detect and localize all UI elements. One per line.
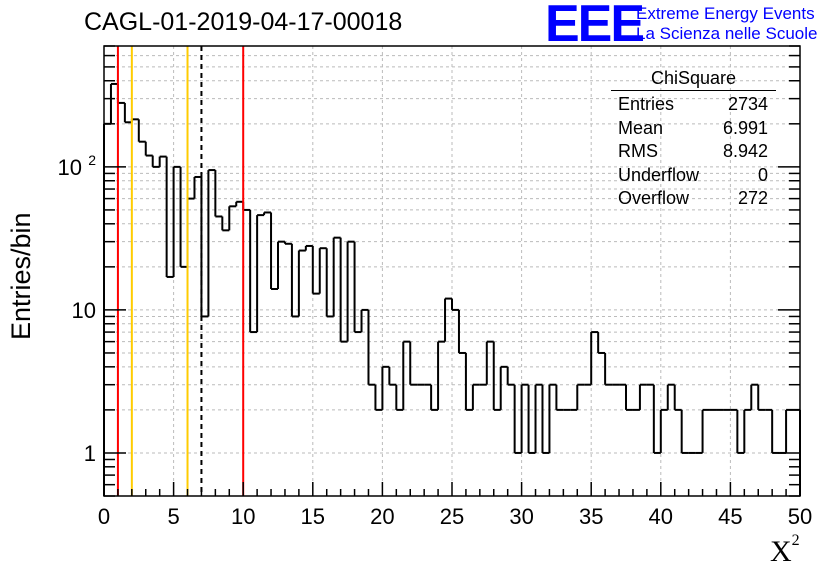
stats-value: 0 xyxy=(757,164,768,185)
x-tick-label: 35 xyxy=(579,504,603,529)
stats-row-underflow: Underflow 0 xyxy=(611,164,776,188)
chart-title: CAGL-01-2019-04-17-00018 xyxy=(84,8,403,36)
y-axis-label: Entries/bin xyxy=(6,212,36,340)
eee-logo: EEE xyxy=(545,0,645,53)
x-tick-label: 40 xyxy=(649,504,673,529)
axis-ticks xyxy=(103,45,801,497)
histogram-bars xyxy=(103,82,801,496)
x-tick-label: 25 xyxy=(440,504,464,529)
x-tick-label: 10 xyxy=(231,504,255,529)
stats-row-rms: RMS 8.942 xyxy=(611,140,776,164)
stats-label: Overflow xyxy=(618,188,690,208)
y-tick-label-exponent: 2 xyxy=(88,152,96,168)
x-tick-label: 5 xyxy=(167,504,179,529)
x-tick-label: 15 xyxy=(301,504,325,529)
x-tick-label: 20 xyxy=(370,504,394,529)
stats-row-mean: Mean 6.991 xyxy=(611,117,776,141)
reference-lines xyxy=(116,46,245,496)
x-axis-label: X2 xyxy=(770,532,800,569)
y-tick-label: 10 xyxy=(72,298,96,323)
stats-value: 6.991 xyxy=(722,117,768,138)
grid-lines xyxy=(104,46,800,496)
stats-value: 2734 xyxy=(727,94,768,114)
x-tick-label: 45 xyxy=(718,504,742,529)
stats-value: 272 xyxy=(737,188,768,208)
y-tick-label: 1 xyxy=(84,441,96,466)
stats-label: Underflow xyxy=(618,164,700,185)
x-axis-label-base: X xyxy=(770,535,792,568)
x-axis-label-exponent: 2 xyxy=(791,532,800,549)
y-tick-labels: 1 10 10 2 xyxy=(58,152,97,466)
logo-line-2: La Scienza nelle Scuole xyxy=(636,24,818,43)
y-tick-label: 10 xyxy=(58,155,82,180)
stats-name: ChiSquare xyxy=(611,68,776,91)
logo-line-1: Extreme Energy Events xyxy=(636,4,815,23)
x-tick-labels: 0 5 10 15 20 25 30 35 40 45 50 xyxy=(98,504,812,529)
x-tick-label: 30 xyxy=(509,504,533,529)
stats-value: 8.942 xyxy=(722,141,768,161)
x-tick-label: 0 xyxy=(98,504,110,529)
stats-row-entries: Entries 2734 xyxy=(611,93,776,117)
stats-label: RMS xyxy=(618,141,658,161)
stats-box: ChiSquare Entries 2734 Mean 6.991 RMS 8.942… xyxy=(611,68,776,211)
x-tick-label: 50 xyxy=(788,504,812,529)
stats-label: Mean xyxy=(618,117,664,138)
stats-row-overflow: Overflow 272 xyxy=(611,187,776,211)
stats-label: Entries xyxy=(618,94,675,114)
